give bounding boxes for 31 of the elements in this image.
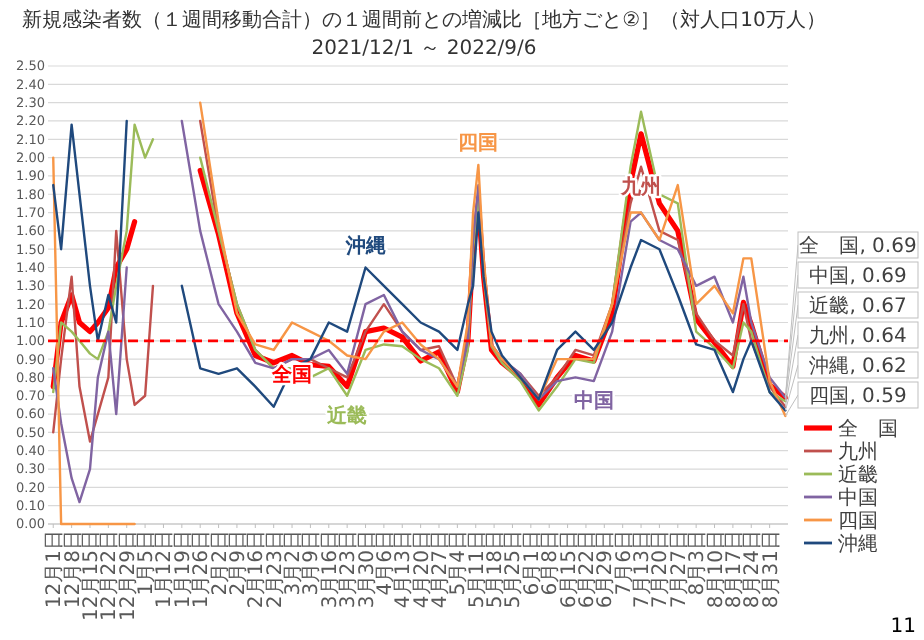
legend-label: 九州 (838, 440, 878, 464)
x-tick-label: 8月10日 (705, 530, 728, 609)
annotation: 沖縄 (343, 233, 386, 258)
chart-title: 新規感染者数（１週間移動合計）の１週間前との増減比［地方ごと②］（対人口10万人） (22, 8, 826, 32)
x-tick-label: 1月19日 (172, 530, 195, 609)
x-tick-label: 8月31日 (760, 530, 783, 609)
legend-label: 中国 (838, 486, 878, 510)
legend-label: 四国 (838, 511, 878, 533)
annotation: 四国, 0.59 (809, 386, 907, 408)
legend-label: 全 国 (838, 417, 898, 441)
chart-subtitle: 2021/12/1 ～ 2022/9/6 (311, 38, 537, 60)
annotation: 沖縄, 0.62 (809, 354, 907, 378)
text: 11 (890, 616, 916, 638)
x-tick-label: 6月15日 (558, 530, 581, 609)
annotation: 九州, 0.64 (809, 324, 907, 348)
legend-label: 近畿 (838, 463, 878, 487)
annotation: 中国 (573, 389, 614, 414)
x-tick-label: 3月16日 (319, 530, 342, 609)
x-tick-label: 6月1日 (521, 530, 544, 596)
legend-label: 沖縄 (838, 532, 878, 556)
x-tick-label: 8月17日 (723, 530, 746, 609)
x-tick-label: 4月20日 (411, 530, 434, 609)
x-tick-label: 5月11日 (466, 530, 489, 609)
x-tick-label: 12月15日 (80, 530, 103, 621)
annotation: 中国, 0.69 (809, 264, 907, 288)
annotation: 全 国, 0.69 (799, 234, 917, 258)
annotation: 近畿 (325, 403, 368, 428)
x-tick-label: 2月2日 (209, 530, 232, 596)
annotation: 四国 (458, 132, 499, 155)
x-tick-label: 6月22日 (576, 530, 599, 609)
annotation: 近畿, 0.67 (809, 294, 907, 318)
